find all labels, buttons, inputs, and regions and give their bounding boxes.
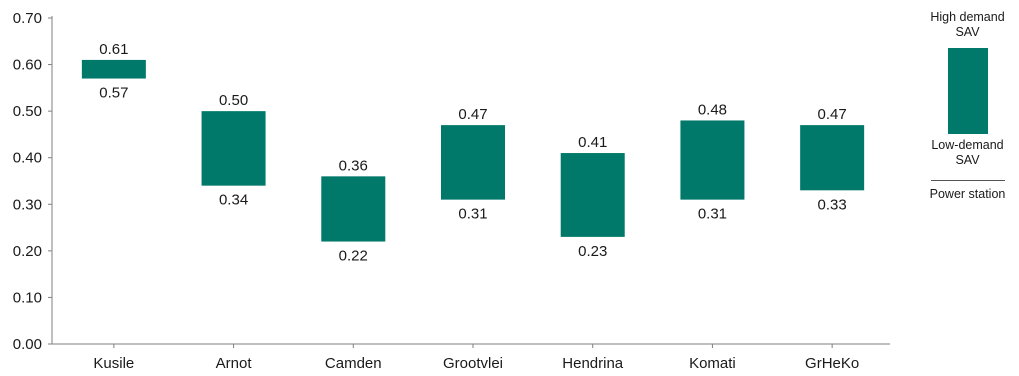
y-tick-label: 0.70 xyxy=(13,10,42,27)
high-value-label: 0.47 xyxy=(458,106,487,123)
y-tick-label: 0.30 xyxy=(13,196,42,213)
range-bar xyxy=(321,176,386,242)
y-tick-label: 0.40 xyxy=(13,150,42,167)
y-tick-label: 0.10 xyxy=(13,289,42,306)
high-value-label: 0.61 xyxy=(99,41,128,58)
y-tick-label: 0.20 xyxy=(13,243,42,260)
range-bar xyxy=(201,111,266,186)
x-tick-label: Arnot xyxy=(216,355,253,372)
y-tick-label: 0.50 xyxy=(13,103,42,120)
x-tick-label: Kusile xyxy=(93,355,134,372)
low-value-label: 0.31 xyxy=(698,206,727,223)
x-tick-label: GrHeKo xyxy=(805,355,859,372)
high-value-label: 0.36 xyxy=(339,157,368,174)
range-bar-chart: 0.00 0.10 0.20 0.30 0.40 0.50 0.60 0.70 0.61 0.57… xyxy=(13,10,890,372)
high-value-label: 0.47 xyxy=(818,106,847,123)
legend-axis-label: Power station xyxy=(929,187,1006,201)
legend-low-label: Low-demand SAV xyxy=(931,138,1004,167)
low-value-label: 0.31 xyxy=(458,206,487,223)
x-tick-label: Hendrina xyxy=(562,355,624,372)
x-tick-label: Grootvlei xyxy=(443,355,503,372)
y-tick-label: 0.00 xyxy=(13,336,42,353)
x-tick-label: Camden xyxy=(325,355,382,372)
legend-swatch xyxy=(947,48,988,134)
range-bar xyxy=(800,125,865,191)
low-value-label: 0.22 xyxy=(339,248,368,265)
legend: High demand SAV Low-demand SAV Power sta… xyxy=(920,10,1015,202)
legend-high-label: High demand SAV xyxy=(930,10,1005,39)
legend-divider xyxy=(930,180,1005,181)
high-value-label: 0.50 xyxy=(219,92,248,109)
low-value-label: 0.23 xyxy=(578,243,607,260)
range-bar xyxy=(680,120,745,200)
range-bar xyxy=(441,125,505,200)
x-tick-label: Komati xyxy=(689,355,736,372)
high-value-label: 0.41 xyxy=(578,134,607,151)
low-value-label: 0.57 xyxy=(99,85,128,102)
low-value-label: 0.34 xyxy=(219,192,248,209)
range-bar xyxy=(81,59,146,79)
range-bar xyxy=(560,153,625,237)
y-tick-label: 0.60 xyxy=(13,57,42,74)
high-value-label: 0.48 xyxy=(698,101,727,118)
low-value-label: 0.33 xyxy=(818,196,847,213)
